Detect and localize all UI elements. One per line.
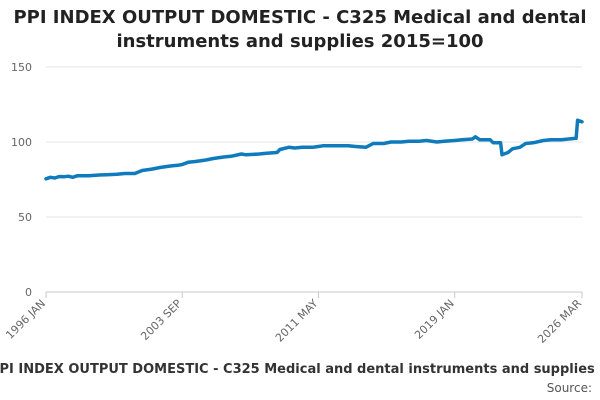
x-tick-label: 2011 MAY [273, 297, 321, 345]
chart-title-line-2: instruments and supplies 2015=100 [116, 31, 484, 52]
source-label: Source: [546, 381, 592, 395]
axes: 0 50 100 150 1996 JAN 2003 SEP 2011 MAY 2019 JA… [3, 61, 584, 346]
x-tick-label: 2026 MAR [535, 297, 584, 346]
y-tick-label-0: 0 [25, 286, 32, 299]
series-line-0 [44, 118, 584, 181]
legend-series-label[interactable]: PPI INDEX OUTPUT DOMESTIC - C325 Medical… [0, 362, 600, 377]
legend[interactable]: PPI INDEX OUTPUT DOMESTIC - C325 Medical… [0, 362, 600, 377]
x-tick-label: 2003 SEP [138, 297, 184, 343]
x-tick-label: 2019 JAN [412, 297, 457, 342]
chart-title-line-1: PPI INDEX OUTPUT DOMESTIC - C325 Medical… [13, 7, 587, 28]
chart-title: PPI INDEX OUTPUT DOMESTIC - C325 Medical… [0, 6, 600, 54]
y-tick-label-100: 100 [11, 136, 32, 149]
y-tick-label-150: 150 [11, 61, 32, 74]
y-tick-label-50: 50 [18, 211, 32, 224]
series-layer [44, 118, 584, 181]
x-tick-label: 1996 JAN [3, 297, 48, 342]
